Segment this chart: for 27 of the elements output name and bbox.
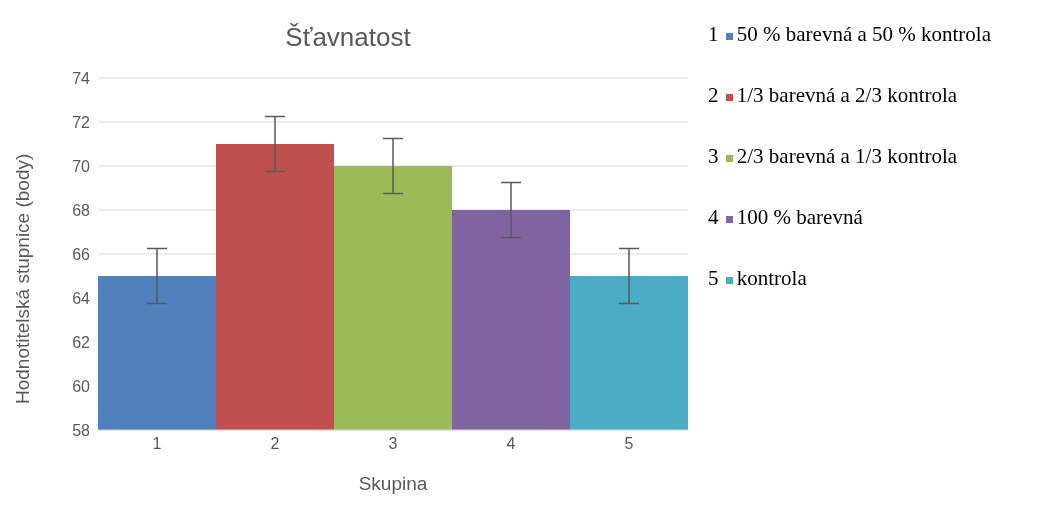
y-tick-label: 62	[72, 333, 91, 351]
y-tick-label: 60	[72, 377, 91, 395]
x-tick-label: 1	[152, 435, 162, 453]
x-axis-title: Skupina	[358, 473, 428, 494]
y-axis-title: Hodnotitelská stupnice (body)	[11, 153, 33, 404]
y-tick-label: 74	[72, 69, 91, 87]
x-tick-label: 4	[506, 435, 516, 453]
legend-label: 1/3 barevná a 2/3 kontrola	[736, 83, 958, 107]
legend-label: kontrola	[736, 266, 807, 290]
y-tick-label: 58	[72, 421, 91, 439]
legend-label: 2/3 barevná a 1/3 kontrola	[736, 144, 958, 168]
y-tick-label: 66	[72, 245, 91, 263]
x-tick-label: 3	[388, 435, 398, 453]
y-tick-label: 68	[72, 201, 91, 219]
x-tick-label: 5	[624, 435, 634, 453]
x-tick-label: 2	[270, 435, 280, 453]
category-label: 4	[708, 205, 719, 229]
y-tick-label: 72	[72, 113, 91, 131]
legend-label: 50 % barevná a 50 % kontrola	[736, 22, 991, 46]
category-label: 1	[708, 22, 719, 46]
legend-label: 100 % barevná	[736, 205, 863, 229]
category-label: 3	[708, 144, 719, 168]
y-tick-label: 70	[72, 157, 91, 175]
chart-title: Šťavnatost	[284, 22, 412, 53]
category-label: 2	[708, 83, 719, 107]
y-tick-label: 64	[72, 289, 91, 307]
category-label: 5	[708, 266, 719, 290]
